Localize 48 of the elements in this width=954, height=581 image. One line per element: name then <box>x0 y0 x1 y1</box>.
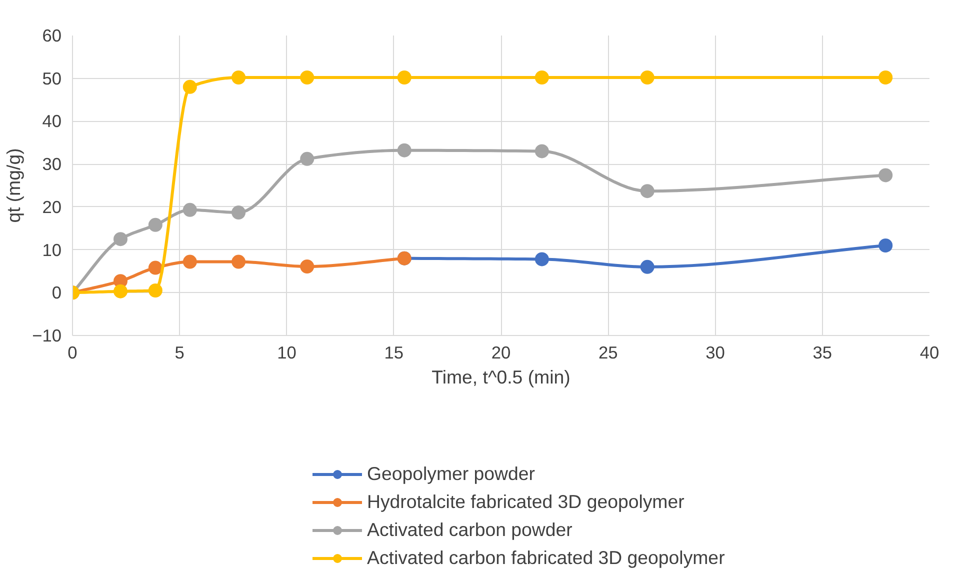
y-tick-label: 30 <box>42 154 62 174</box>
point <box>534 252 549 266</box>
x-tick-label: 40 <box>920 342 940 362</box>
legend-label: Activated carbon powder <box>367 519 572 541</box>
x-tick-label: 35 <box>812 342 832 362</box>
point <box>300 70 314 84</box>
point <box>300 152 314 166</box>
point <box>232 206 246 220</box>
point <box>182 254 197 269</box>
y-tick-label: 0 <box>52 282 62 303</box>
point <box>300 260 314 274</box>
point <box>182 80 197 94</box>
y-tick-label: 40 <box>42 111 62 132</box>
point <box>534 144 549 158</box>
point <box>148 260 162 275</box>
point <box>878 168 893 182</box>
point <box>113 284 128 298</box>
point <box>878 238 893 252</box>
point <box>397 143 412 158</box>
x-tick-label: 20 <box>491 342 511 362</box>
point <box>878 70 893 84</box>
point <box>534 70 549 84</box>
point <box>232 254 246 269</box>
point <box>640 70 654 84</box>
x-tick-label: 0 <box>68 342 78 362</box>
x-tick-label: 5 <box>174 342 184 362</box>
point <box>397 70 412 84</box>
y-tick-label: 60 <box>42 26 62 46</box>
point <box>113 232 128 246</box>
y-tick-label: 50 <box>42 68 62 88</box>
point <box>232 70 246 84</box>
y-tick-label: −10 <box>32 326 62 346</box>
x-tick-label: 10 <box>277 342 296 362</box>
point <box>148 218 162 232</box>
point <box>640 260 654 274</box>
point <box>182 202 197 217</box>
legend-label: Geopolymer powder <box>367 463 535 485</box>
y-tick-label: 10 <box>42 240 62 260</box>
x-tick-label: 15 <box>384 342 404 362</box>
point <box>148 284 162 298</box>
x-tick-label: 30 <box>706 342 725 362</box>
x-tick-label: 25 <box>598 342 618 362</box>
legend-label: Hydrotalcite fabricated 3D geopolymer <box>367 491 684 513</box>
y-tick-label: 20 <box>42 196 62 217</box>
y-axis-title: qt (mg/g) <box>3 148 24 223</box>
x-axis-title: Time, t^0.5 (min) <box>432 366 570 388</box>
legend-label: Activated carbon fabricated 3D geopolymer <box>367 547 725 569</box>
point <box>640 184 654 198</box>
